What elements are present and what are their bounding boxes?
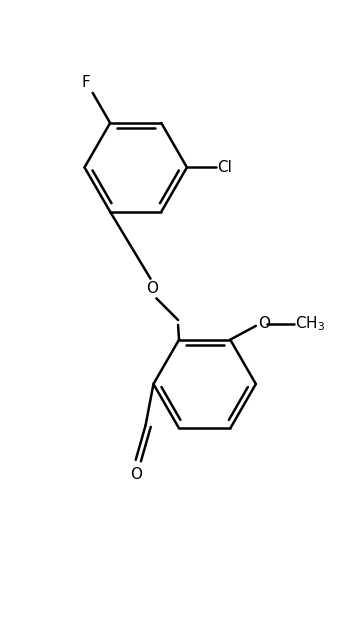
Text: Cl: Cl xyxy=(217,160,232,175)
Text: F: F xyxy=(82,75,91,90)
Text: CH$_3$: CH$_3$ xyxy=(295,314,325,333)
Text: O: O xyxy=(130,467,142,482)
Text: O: O xyxy=(258,316,270,332)
Text: O: O xyxy=(146,281,158,296)
